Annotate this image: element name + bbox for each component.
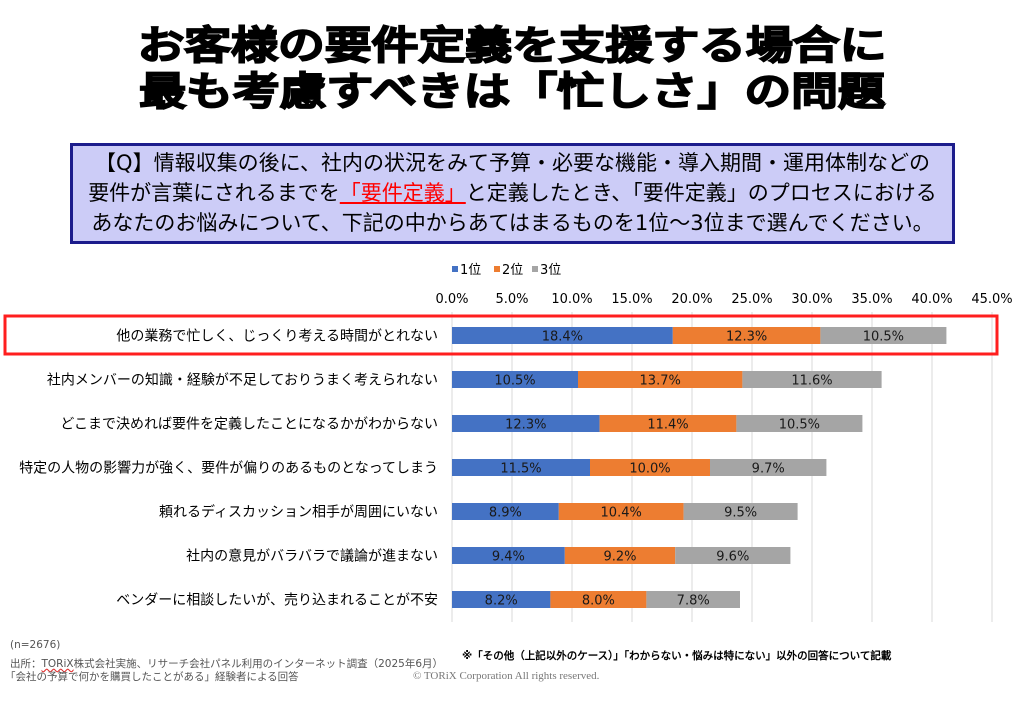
bar-segment-rank-2: [590, 459, 710, 476]
legend-label-2: 2位: [502, 263, 523, 278]
source-prefix: 出所：: [10, 658, 42, 670]
bar-segment-rank-3: [675, 547, 791, 564]
question-line-2-before: 要件が言葉にされるまでを: [88, 181, 340, 205]
question-line-1: 【Q】情報収集の後に、社内の状況をみて予算・必要な機能・導入期間・運用体制などの: [95, 151, 930, 175]
bar-segment-rank-3: [683, 503, 798, 520]
legend-swatch-1: [452, 266, 458, 272]
bar-segment-rank-1: [452, 591, 551, 608]
bar-segment-rank-1: [452, 503, 559, 520]
data-label: 13.7%: [640, 374, 681, 389]
x-tick-label: 45.0%: [971, 292, 1012, 307]
data-label: 11.5%: [500, 462, 541, 477]
survey-question-box: 【Q】情報収集の後に、社内の状況をみて予算・必要な機能・導入期間・運用体制などの…: [70, 143, 955, 244]
category-label: 頼れるディスカッション相手が周囲にいない: [159, 504, 438, 521]
bar-segment-rank-3: [646, 591, 740, 608]
legend-label-3: 3位: [540, 263, 561, 278]
legend-swatch-2: [494, 266, 500, 272]
sample-size: (n=2676): [10, 639, 61, 651]
data-label: 9.6%: [716, 550, 749, 565]
x-tick-label: 15.0%: [611, 292, 652, 307]
data-label: 10.0%: [629, 462, 670, 477]
source-text: 出所：TORiX株式会社実施、リサーチ会社パネル利用のインターネット調査（202…: [10, 656, 443, 671]
data-label: 9.7%: [752, 462, 785, 477]
category-label: 特定の人物の影響力が強く、要件が偏りのあるものとなってしまう: [19, 460, 438, 477]
category-label: どこまで決めれば要件を定義したことになるかがわからない: [60, 416, 438, 433]
page-title: お客様の要件定義を支援する場合に 最も考慮すべきは「忙しさ」の問題: [0, 23, 1024, 116]
data-label: 8.0%: [582, 594, 615, 609]
title-line-1: お客様の要件定義を支援する場合に: [137, 23, 888, 70]
bar-segment-rank-1: [452, 327, 673, 344]
data-label: 10.5%: [779, 418, 820, 433]
data-label: 10.5%: [494, 374, 535, 389]
bar-segment-rank-2: [558, 503, 684, 520]
question-line-2: 要件が言葉にされるまでを「要件定義」と定義したとき、「要件定義」のプロセスにおけ…: [73, 178, 952, 208]
title-line-2: 最も考慮すべきは「忙しさ」の問題: [138, 69, 885, 116]
question-line-3: あなたのお悩みについて、下記の中からあてはまるものを1位～3位まで選んでください…: [91, 211, 934, 235]
data-label: 9.4%: [492, 550, 525, 565]
bar-segment-rank-3: [742, 371, 882, 388]
highlight-box: [3, 314, 999, 356]
data-label: 8.9%: [489, 506, 522, 521]
x-tick-label: 30.0%: [791, 292, 832, 307]
legend-label-1: 1位: [460, 263, 481, 278]
data-label: 11.6%: [791, 374, 832, 389]
bar-segment-rank-2: [564, 547, 676, 564]
category-label: 他の業務で忙しく、じっくり考える時間がとれない: [116, 329, 438, 345]
data-label: 10.5%: [863, 330, 904, 345]
x-tick-label: 10.0%: [551, 292, 592, 307]
bar-segment-rank-1: [452, 415, 600, 432]
legend-swatch-3: [532, 266, 538, 272]
data-label: 18.4%: [542, 330, 583, 345]
bar-segment-rank-1: [452, 547, 565, 564]
bar-segment-rank-3: [820, 327, 947, 344]
data-label: 12.3%: [505, 418, 546, 433]
bar-segment-rank-1: [452, 459, 590, 476]
x-tick-label: 35.0%: [851, 292, 892, 307]
bar-segment-rank-1: [452, 371, 578, 388]
copyright: © TORiX Corporation All rights reserved.: [413, 670, 600, 682]
source-company: TORiX: [41, 658, 74, 670]
data-label: 12.3%: [726, 330, 767, 345]
data-label: 11.4%: [647, 418, 688, 433]
source-rest: 株式会社実施、リサーチ会社パネル利用のインターネット調査（2025年6月）: [73, 658, 443, 670]
category-label: ベンダーに相談したいが、売り込まれることが不安: [116, 593, 438, 609]
question-highlight-term: 「要件定義」: [339, 181, 466, 205]
category-label: 社内の意見がバラバラで議論が進まない: [186, 548, 438, 565]
footnote: ※「その他（上記以外のケース）」「わからない・悩みは特にない」以外の回答について…: [462, 650, 892, 662]
x-tick-label: 40.0%: [911, 292, 952, 307]
category-label: 社内メンバーの知識・経験が不足しておりうまく考えられない: [47, 372, 438, 389]
x-tick-label: 5.0%: [495, 292, 528, 307]
bar-segment-rank-2: [599, 415, 737, 432]
x-tick-label: 20.0%: [671, 292, 712, 307]
x-tick-label: 0.0%: [435, 292, 468, 307]
bar-segment-rank-2: [550, 591, 647, 608]
bar-segment-rank-2: [672, 327, 821, 344]
bar-segment-rank-2: [578, 371, 743, 388]
question-line-2-after: と定義したとき、「要件定義」のプロセスにおける: [465, 181, 937, 205]
data-label: 9.5%: [724, 506, 757, 521]
respondents-text: 「会社の予算で何かを購買したことがある」経験者による回答: [5, 671, 299, 683]
bar-segment-rank-3: [710, 459, 827, 476]
data-label: 9.2%: [603, 550, 636, 565]
data-label: 8.2%: [485, 594, 518, 609]
data-label: 10.4%: [601, 506, 642, 521]
data-label: 7.8%: [677, 594, 710, 609]
bar-segment-rank-3: [736, 415, 863, 432]
x-tick-label: 25.0%: [731, 292, 772, 307]
